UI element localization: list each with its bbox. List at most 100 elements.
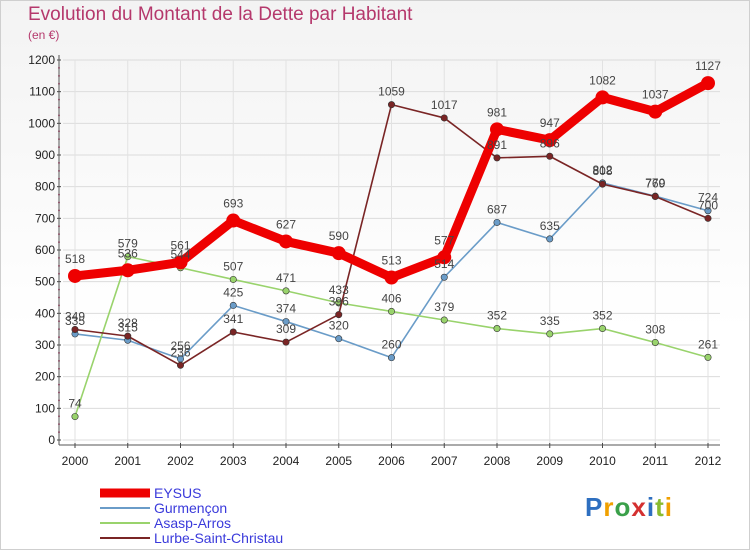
x-tick-label: 2006: [378, 454, 405, 468]
y-tick-label: 100: [35, 401, 55, 415]
x-tick-label: 2007: [431, 454, 458, 468]
chart-title: Evolution du Montant de la Dette par Hab…: [28, 4, 413, 25]
data-point: [124, 332, 132, 340]
data-point: [490, 122, 504, 137]
data-label: 335: [540, 314, 560, 328]
data-label: 536: [118, 246, 138, 260]
data-point: [598, 325, 606, 333]
y-tick-label: 400: [35, 306, 55, 320]
data-label: 693: [223, 197, 243, 211]
data-point: [331, 246, 346, 261]
legend-label: EYSUS: [154, 485, 201, 501]
data-label: 374: [276, 302, 296, 316]
data-label: 341: [223, 312, 243, 326]
data-labels: 518 536 561 693 627 590 513 577 981 947 1082 1037 11…: [65, 59, 721, 410]
data-label: 687: [487, 202, 507, 216]
data-point: [440, 316, 448, 324]
data-point: [177, 361, 185, 369]
y-tick-label: 200: [35, 370, 55, 384]
logo-letter: r: [603, 492, 615, 522]
data-label: 74: [68, 397, 82, 411]
data-label: 518: [65, 252, 85, 266]
data-point: [546, 235, 554, 243]
data-point: [648, 104, 663, 119]
x-tick-label: 2012: [695, 454, 722, 468]
series-layer: [68, 76, 715, 421]
data-label: 544: [170, 248, 190, 262]
data-point: [651, 338, 659, 346]
data-label: 379: [434, 300, 454, 314]
data-point: [173, 255, 188, 270]
data-point: [279, 234, 293, 249]
legend-label: Gurmençon: [154, 500, 227, 516]
axes: 0 100 200 300 400 500 600 700 800 900 1000 1100 1200…: [28, 53, 721, 468]
data-label: 335: [65, 314, 85, 328]
data-label: 433: [329, 283, 349, 297]
data-point: [282, 318, 290, 326]
data-label: 770: [645, 176, 665, 190]
data-point: [440, 273, 448, 281]
data-label: 256: [170, 339, 190, 353]
data-point: [493, 154, 501, 162]
x-tick-label: 2009: [536, 454, 563, 468]
data-label: 396: [329, 295, 349, 309]
data-point: [282, 338, 290, 346]
logo-letter: P: [585, 492, 604, 522]
x-tick-label: 2003: [220, 454, 247, 468]
y-tick-label: 500: [35, 275, 55, 289]
data-point: [493, 218, 501, 226]
legend-label: Asasp-Arros: [154, 515, 231, 531]
data-point: [68, 268, 82, 283]
data-label: 425: [223, 285, 243, 299]
data-point: [701, 76, 715, 91]
data-point: [598, 180, 606, 188]
data-label: 513: [381, 254, 401, 268]
data-label: 320: [329, 319, 349, 333]
legend: EYSUSGurmençonAsasp-ArrosLurbe-Saint-Chr…: [100, 485, 283, 546]
x-tick-label: 2010: [589, 454, 616, 468]
y-tick-label: 0: [48, 433, 55, 447]
data-point: [387, 354, 395, 362]
data-label: 891: [487, 138, 507, 152]
data-point: [651, 192, 659, 200]
data-label: 309: [276, 322, 296, 336]
y-tick-label: 1000: [28, 116, 55, 130]
data-label: 514: [434, 257, 454, 271]
legend-label: Lurbe-Saint-Christau: [154, 530, 283, 546]
data-label: 590: [329, 229, 349, 243]
data-point: [437, 250, 452, 265]
logo-letter: i: [646, 492, 656, 522]
data-point: [493, 325, 501, 333]
grid: [63, 59, 720, 445]
data-label: 577: [434, 233, 454, 247]
data-point: [71, 413, 79, 421]
data-label: 260: [381, 338, 401, 352]
data-label: 700: [698, 198, 718, 212]
y-tick-label: 1200: [28, 53, 55, 67]
data-label: 1082: [589, 73, 616, 87]
data-label: 352: [487, 309, 507, 323]
data-label: 1017: [431, 98, 458, 112]
data-point: [546, 152, 554, 160]
data-label: 236: [170, 345, 190, 359]
data-label: 812: [592, 163, 612, 177]
logo-letter: i: [664, 492, 673, 522]
data-point: [704, 353, 712, 361]
logo-letter: o: [614, 492, 632, 522]
y-tick-label: 900: [35, 148, 55, 162]
data-label: 308: [645, 322, 665, 336]
x-tick-label: 2011: [642, 454, 668, 468]
data-point: [704, 207, 712, 215]
data-point: [387, 307, 395, 315]
data-point: [71, 325, 79, 333]
y-tick-label: 300: [35, 338, 55, 352]
data-label: 261: [698, 337, 718, 351]
logo-letter: x: [631, 492, 647, 522]
data-label: 352: [592, 309, 612, 323]
proxiti-logo: Proxiti: [585, 492, 673, 523]
data-point: [595, 90, 610, 105]
data-label: 406: [381, 291, 401, 305]
y-tick-label: 1100: [29, 85, 55, 99]
data-point: [229, 275, 237, 283]
